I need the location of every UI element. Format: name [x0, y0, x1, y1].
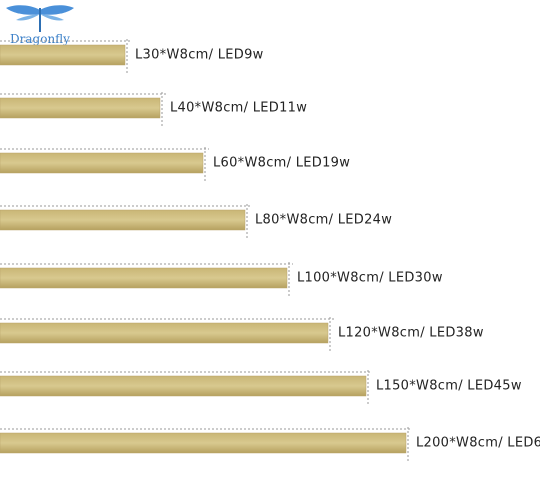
- wing: [16, 14, 40, 21]
- wing: [40, 14, 64, 21]
- size-label: L100*W8cm/ LED30w: [297, 271, 443, 286]
- size-label: L120*W8cm/ LED38w: [338, 326, 484, 341]
- lamp-bar: [0, 432, 407, 454]
- lamp-bar: [0, 44, 126, 66]
- size-label: L80*W8cm/ LED24w: [255, 213, 392, 228]
- size-label: L200*W8cm/ LED60w: [416, 436, 540, 451]
- size-label: L60*W8cm/ LED19w: [213, 156, 350, 171]
- size-label: L30*W8cm/ LED9w: [135, 48, 264, 63]
- lamp-bar: [0, 97, 161, 119]
- logo: Dragonfly: [6, 5, 74, 46]
- wing: [6, 5, 40, 15]
- size-label: L40*W8cm/ LED11w: [170, 101, 307, 116]
- lamp-bar: [0, 375, 367, 397]
- logo-text: Dragonfly: [10, 32, 70, 46]
- lamp-bar: [0, 267, 288, 289]
- lamp-bar: [0, 322, 329, 344]
- size-label: L150*W8cm/ LED45w: [376, 379, 522, 394]
- product-list: L30*W8cm/ LED9w L40*W8cm/ LED11w L60*W8cm/…: [0, 39, 540, 461]
- wing: [40, 5, 74, 15]
- lamp-bar: [0, 209, 246, 231]
- lamp-bar: [0, 152, 204, 174]
